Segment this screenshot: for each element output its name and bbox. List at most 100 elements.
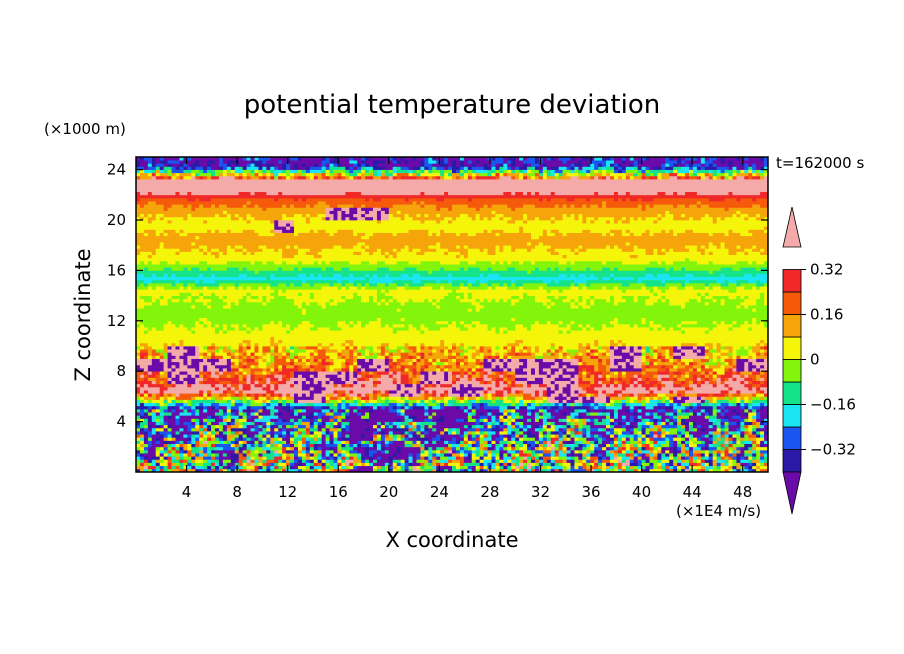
field-cell xyxy=(230,431,236,435)
field-cell xyxy=(412,390,417,394)
field-cell xyxy=(732,383,737,388)
field-cell xyxy=(440,459,445,463)
field-cell xyxy=(685,377,690,381)
field-cell xyxy=(155,415,161,419)
field-cell xyxy=(349,456,354,460)
field-cell xyxy=(333,386,338,391)
field-cell xyxy=(278,431,283,435)
field-cell xyxy=(282,468,287,472)
field-cell xyxy=(452,396,457,400)
field-cell xyxy=(677,421,682,426)
field-cell xyxy=(712,390,717,394)
field-cell xyxy=(728,418,733,422)
field-cell xyxy=(400,377,405,381)
field-cell xyxy=(653,405,658,410)
field-cell xyxy=(167,446,172,451)
field-cell xyxy=(270,393,275,397)
field-cell xyxy=(191,393,196,397)
field-cell xyxy=(337,434,342,438)
field-cell xyxy=(471,374,477,378)
field-cell xyxy=(290,386,295,391)
field-cell xyxy=(570,409,575,413)
field-cell xyxy=(218,443,224,448)
field-cell xyxy=(511,431,516,435)
field-cell xyxy=(546,446,552,451)
field-cell xyxy=(297,462,303,467)
field-cell xyxy=(313,468,319,472)
field-cell xyxy=(136,393,141,397)
field-cell xyxy=(677,459,682,463)
field-cell xyxy=(353,437,358,441)
field-cell xyxy=(704,462,710,467)
field-cell xyxy=(463,409,469,413)
field-cell xyxy=(534,421,540,426)
field-cell xyxy=(400,453,405,457)
field-cell xyxy=(459,390,465,394)
field-cell xyxy=(760,431,765,435)
field-cell xyxy=(657,409,662,413)
field-cell xyxy=(353,468,358,472)
field-cell xyxy=(380,415,386,419)
field-cell xyxy=(562,390,567,394)
field-cell xyxy=(301,456,307,460)
field-cell xyxy=(136,402,141,407)
field-cell xyxy=(171,399,176,404)
field-cell xyxy=(673,390,678,394)
field-cell xyxy=(341,383,346,388)
field-cell xyxy=(187,402,192,407)
field-cell xyxy=(246,462,251,467)
field-cell xyxy=(677,412,682,416)
field-cell xyxy=(677,374,682,378)
field-cell xyxy=(732,421,737,426)
field-cell xyxy=(692,456,698,460)
field-cell xyxy=(610,393,615,397)
field-cell xyxy=(689,465,694,470)
field-cell xyxy=(183,427,188,432)
field-cell xyxy=(704,409,710,413)
field-cell xyxy=(756,418,761,422)
field-cell xyxy=(677,393,682,397)
field-cell xyxy=(542,409,548,413)
field-cell xyxy=(617,386,623,391)
field-cell xyxy=(211,462,216,467)
field-cell xyxy=(159,412,164,416)
field-cell xyxy=(266,446,271,451)
field-cell xyxy=(147,462,153,467)
field-cell xyxy=(238,453,243,457)
field-cell xyxy=(724,415,729,419)
field-cell xyxy=(218,371,224,375)
field-cell xyxy=(744,393,749,397)
field-cell xyxy=(487,377,492,381)
field-cell xyxy=(400,418,405,422)
field-cell xyxy=(282,453,287,457)
field-cell xyxy=(550,449,556,454)
field-cell xyxy=(147,440,153,444)
field-cell xyxy=(653,468,658,472)
field-cell xyxy=(625,405,631,410)
field-cell xyxy=(748,374,753,378)
field-cell xyxy=(238,415,243,419)
field-cell xyxy=(250,440,255,444)
field-cell xyxy=(732,465,737,470)
field-cell xyxy=(203,427,208,432)
field-cell xyxy=(657,399,662,404)
field-cell xyxy=(692,412,698,416)
field-cell xyxy=(167,405,172,410)
field-cell xyxy=(685,465,690,470)
field-cell xyxy=(420,462,425,467)
field-cell xyxy=(463,405,469,410)
field-cell xyxy=(215,374,220,378)
field-cell xyxy=(716,405,721,410)
field-cell xyxy=(700,409,706,413)
field-cell xyxy=(333,405,338,410)
field-cell xyxy=(242,390,247,394)
field-cell xyxy=(669,427,674,432)
field-cell xyxy=(361,374,366,378)
field-cell xyxy=(353,440,358,444)
field-cell xyxy=(305,402,311,407)
field-cell xyxy=(610,377,615,381)
field-cell xyxy=(171,371,176,375)
field-cell xyxy=(187,459,192,463)
field-cell xyxy=(692,440,698,444)
field-cell xyxy=(365,380,370,385)
